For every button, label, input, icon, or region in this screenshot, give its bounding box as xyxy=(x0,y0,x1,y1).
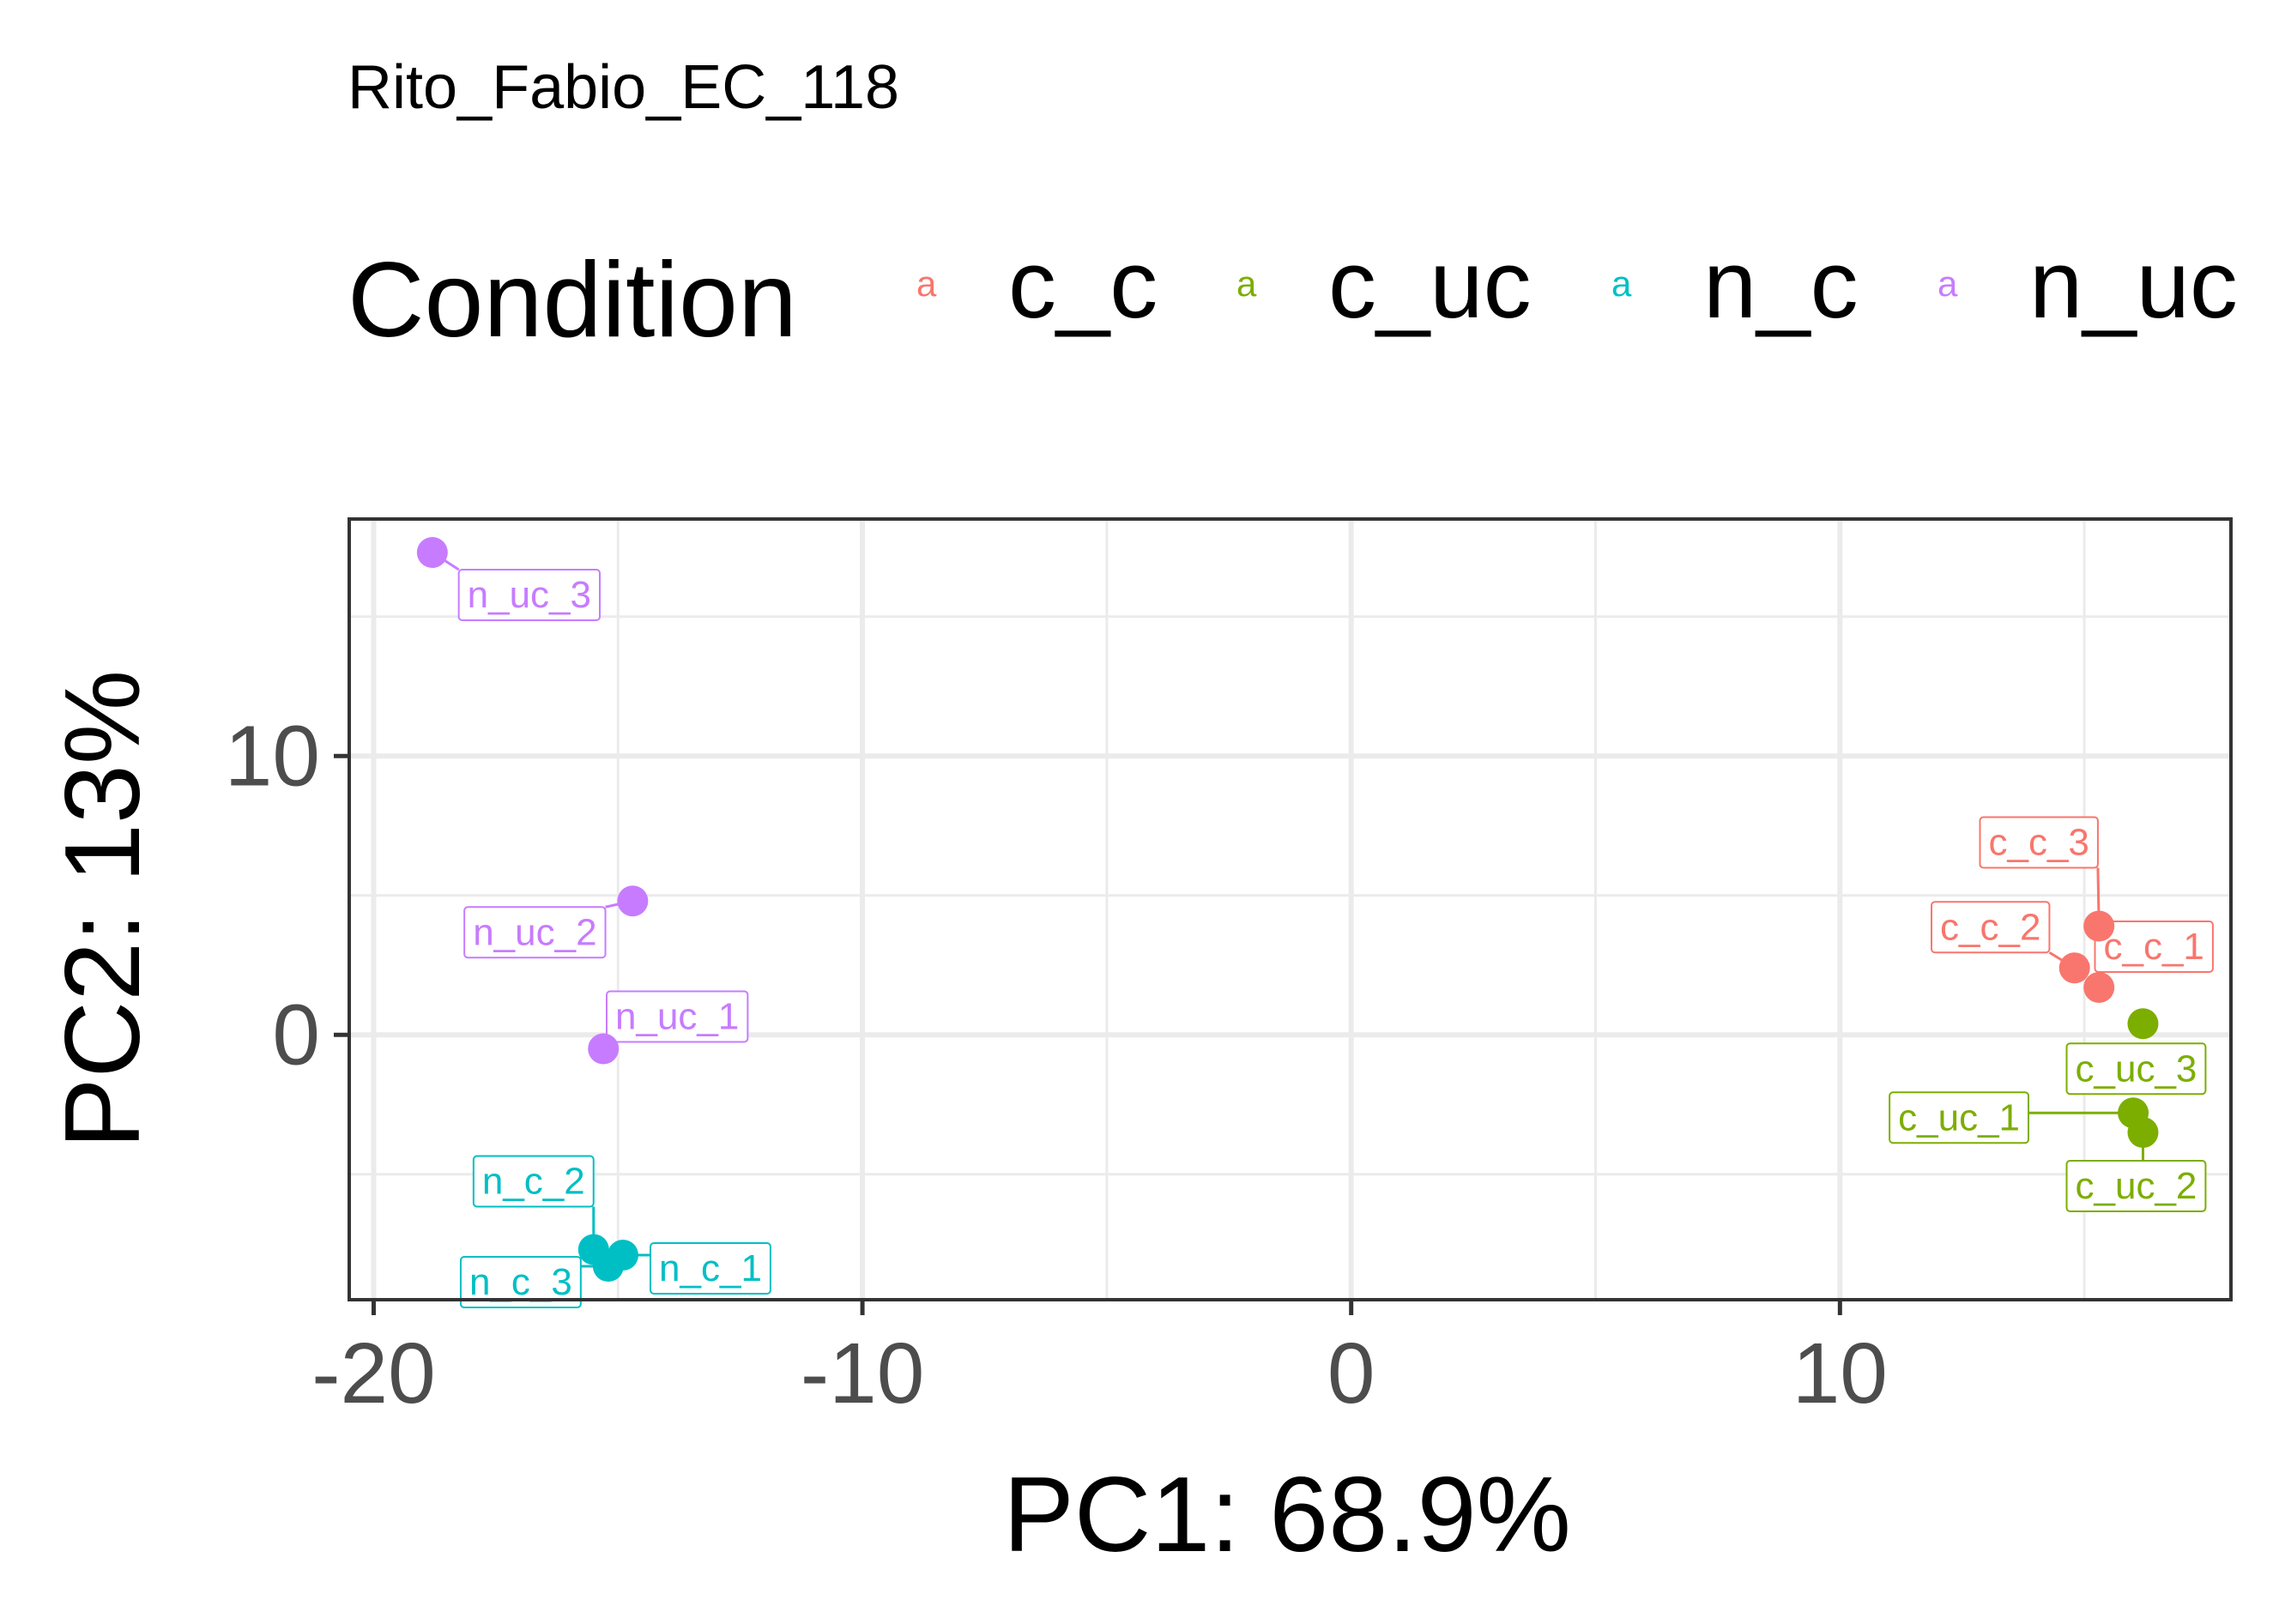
point-label-c_uc_1: c_uc_1 xyxy=(1898,1096,2020,1138)
label-box xyxy=(650,1242,771,1295)
legend-item-n_uc: n_uc xyxy=(2029,231,2238,338)
point-c_c_2 xyxy=(2058,952,2090,984)
label-box xyxy=(457,569,601,621)
legend-item-n_c: n_c xyxy=(1703,231,1859,338)
point-label-n_uc_3: n_uc_3 xyxy=(468,574,591,616)
legend-key: a xyxy=(1937,263,1958,304)
point-label-c_c_1: c_c_1 xyxy=(2103,926,2203,968)
x-tick-label: 10 xyxy=(1792,1325,1888,1422)
label-box xyxy=(459,1256,582,1308)
legend: Condition a c_c a c_uc a n_c a n_uc xyxy=(348,231,2238,359)
point-label-c_c_3: c_c_3 xyxy=(1988,822,2089,864)
label-box xyxy=(1931,901,2051,954)
label-box xyxy=(472,1155,595,1208)
x-axis-title: PC1: 68.9% xyxy=(1003,1456,1571,1574)
plot-panel xyxy=(349,519,2231,1300)
point-c_uc_3 xyxy=(2127,1008,2159,1040)
label-box xyxy=(2065,1042,2207,1096)
point-label-c_c_2: c_c_2 xyxy=(1940,906,2040,948)
data-points xyxy=(416,537,2159,1282)
point-n_uc_2 xyxy=(617,885,649,917)
legend-key: a xyxy=(1236,263,1257,304)
legend-title: Condition xyxy=(348,241,797,359)
y-tick-label: 0 xyxy=(272,987,320,1083)
label-box xyxy=(463,906,607,959)
label-box xyxy=(1889,1091,2030,1144)
chart-title: Rito_Fabio_EC_118 xyxy=(348,53,899,122)
axes: -20 -10 0 10 0 10 xyxy=(225,708,1888,1422)
point-c_c_3 xyxy=(2083,910,2115,942)
gridlines xyxy=(349,519,2231,1300)
point-n_uc_1 xyxy=(588,1033,620,1065)
point-label-n_c_1: n_c_1 xyxy=(659,1247,762,1289)
point-label-c_uc_2: c_uc_2 xyxy=(2076,1165,2197,1207)
label-box xyxy=(1979,816,2099,869)
point-c_c_1 xyxy=(2083,972,2115,1003)
y-axis-title: PC2: 13% xyxy=(44,670,162,1149)
label-box xyxy=(2065,1160,2207,1212)
point-c_uc_2 xyxy=(2127,1117,2159,1148)
x-tick-label: -20 xyxy=(311,1325,436,1422)
point-n_uc_3 xyxy=(416,537,448,568)
point-label-n_uc_2: n_uc_2 xyxy=(473,911,596,953)
label-box xyxy=(2094,921,2214,973)
point-label-n_c_2: n_c_2 xyxy=(482,1161,585,1203)
point-n_c_3 xyxy=(592,1251,624,1282)
point-labels: c_c_1 c_c_2 c_c_3 c_uc_1 c_uc_2 c_uc_3 n_c_1 n_… xyxy=(432,551,2214,1308)
label-box xyxy=(606,990,749,1043)
legend-key: a xyxy=(1611,263,1632,304)
plot-border xyxy=(348,517,2233,1301)
point-label-n_uc_1: n_uc_1 xyxy=(615,996,739,1038)
y-tick-label: 10 xyxy=(225,708,320,804)
legend-key: a xyxy=(916,263,937,304)
plot-area: c_c_1 c_c_2 c_c_3 c_uc_1 c_uc_2 c_uc_3 n_c_1 n_… xyxy=(225,517,2233,1422)
x-tick-label: 0 xyxy=(1327,1325,1375,1422)
legend-item-c_c: c_c xyxy=(1008,231,1158,338)
x-tick-label: -10 xyxy=(801,1325,925,1422)
point-label-n_c_3: n_c_3 xyxy=(469,1261,572,1303)
point-label-c_uc_3: c_uc_3 xyxy=(2076,1047,2197,1090)
legend-item-c_uc: c_uc xyxy=(1328,231,1532,338)
